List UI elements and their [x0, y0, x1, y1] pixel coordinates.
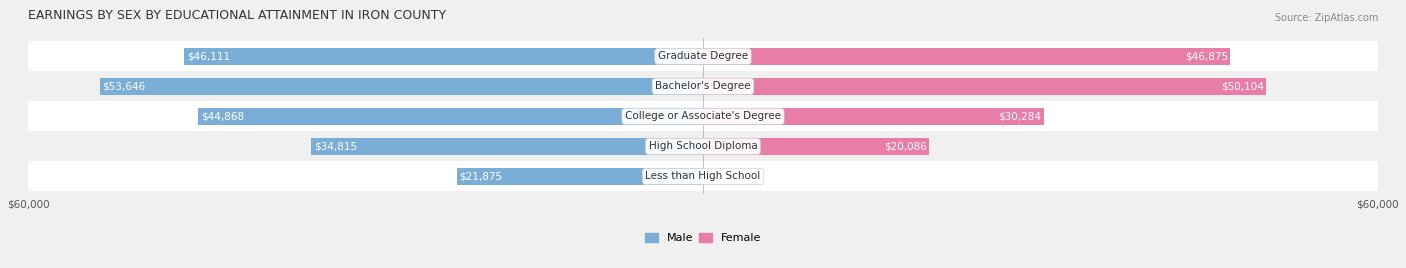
- Bar: [703, 108, 1043, 125]
- Text: $50,104: $50,104: [1222, 81, 1264, 91]
- Text: $21,875: $21,875: [460, 171, 502, 181]
- Bar: [703, 138, 929, 155]
- Text: $46,875: $46,875: [1185, 51, 1227, 61]
- Text: Graduate Degree: Graduate Degree: [658, 51, 748, 61]
- Bar: [28, 71, 1378, 101]
- Text: EARNINGS BY SEX BY EDUCATIONAL ATTAINMENT IN IRON COUNTY: EARNINGS BY SEX BY EDUCATIONAL ATTAINMEN…: [28, 9, 446, 23]
- Legend: Male, Female: Male, Female: [644, 233, 762, 243]
- Bar: [703, 48, 1230, 65]
- Text: Bachelor's Degree: Bachelor's Degree: [655, 81, 751, 91]
- Text: Less than High School: Less than High School: [645, 171, 761, 181]
- Text: Source: ZipAtlas.com: Source: ZipAtlas.com: [1274, 13, 1378, 23]
- Text: $44,868: $44,868: [201, 111, 243, 121]
- Text: $53,646: $53,646: [103, 81, 145, 91]
- Text: $30,284: $30,284: [998, 111, 1042, 121]
- Bar: [457, 168, 703, 185]
- Bar: [28, 41, 1378, 71]
- Bar: [28, 131, 1378, 161]
- Bar: [703, 78, 1267, 95]
- Text: $34,815: $34,815: [314, 142, 357, 151]
- Text: College or Associate's Degree: College or Associate's Degree: [626, 111, 780, 121]
- Bar: [312, 138, 703, 155]
- Text: $20,086: $20,086: [884, 142, 927, 151]
- Bar: [28, 161, 1378, 191]
- Bar: [184, 48, 703, 65]
- Text: High School Diploma: High School Diploma: [648, 142, 758, 151]
- Bar: [28, 101, 1378, 131]
- Bar: [100, 78, 703, 95]
- Text: $0: $0: [706, 171, 718, 181]
- Text: $46,111: $46,111: [187, 51, 229, 61]
- Bar: [198, 108, 703, 125]
